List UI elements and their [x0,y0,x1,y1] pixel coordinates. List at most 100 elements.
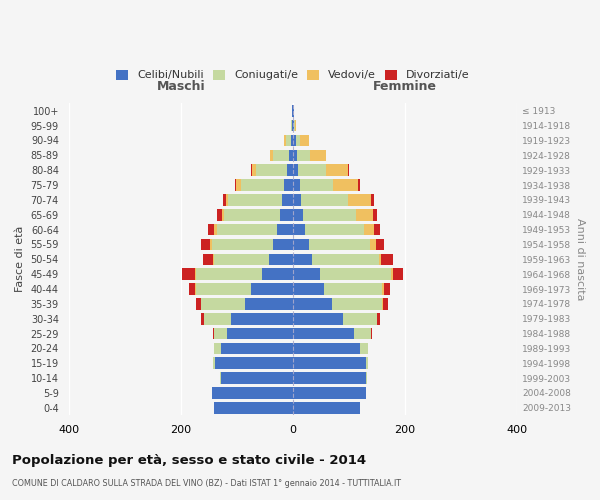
Bar [294,120,295,132]
Bar [295,120,296,132]
Bar [382,283,383,295]
Bar [217,224,277,235]
Text: Maschi: Maschi [157,80,205,93]
Bar [310,150,326,161]
Bar [293,164,298,176]
Bar [293,283,323,295]
Bar [262,268,293,280]
Bar [269,254,293,265]
Bar [220,372,221,384]
Bar [293,358,365,369]
Bar [202,313,204,324]
Bar [326,164,348,176]
Bar [298,150,310,161]
Bar [308,238,370,250]
Bar [303,209,356,220]
Bar [212,238,273,250]
Bar [212,328,214,340]
Bar [212,254,214,265]
Legend: Celibi/Nubili, Coniugati/e, Vedovi/e, Divorziati/e: Celibi/Nubili, Coniugati/e, Vedovi/e, Di… [112,65,474,85]
Bar [221,209,224,220]
Bar [202,298,245,310]
Bar [226,194,229,205]
Bar [296,134,300,146]
Bar [273,238,293,250]
Bar [383,298,388,310]
Bar [204,313,231,324]
Bar [241,179,284,191]
Bar [256,164,287,176]
Bar [305,224,364,235]
Bar [293,402,360,413]
Bar [356,209,373,220]
Bar [214,224,217,235]
Bar [382,254,392,265]
Bar [349,194,371,205]
Bar [196,298,201,310]
Bar [280,209,293,220]
Bar [293,179,299,191]
Bar [208,224,214,235]
Bar [293,209,303,220]
Bar [291,120,292,132]
Text: COMUNE DI CALDARO SULLA STRADA DEL VINO (BZ) - Dati ISTAT 1° gennaio 2014 - TUTT: COMUNE DI CALDARO SULLA STRADA DEL VINO … [12,479,401,488]
Bar [360,342,368,354]
Bar [293,313,343,324]
Bar [320,268,391,280]
Bar [277,224,293,235]
Bar [343,313,377,324]
Bar [313,254,379,265]
Bar [251,283,293,295]
Bar [365,358,368,369]
Bar [287,164,293,176]
Bar [251,164,252,176]
Bar [293,150,298,161]
Bar [333,179,358,191]
Y-axis label: Fasce di età: Fasce di età [15,226,25,292]
Bar [202,238,210,250]
Bar [221,342,293,354]
Bar [358,179,360,191]
Text: Femmine: Femmine [373,80,437,93]
Bar [215,358,293,369]
Bar [214,328,227,340]
Bar [203,254,212,265]
Bar [212,387,293,399]
Bar [227,328,293,340]
Bar [214,342,221,354]
Bar [231,313,293,324]
Bar [182,268,195,280]
Bar [229,194,281,205]
Bar [293,224,305,235]
Bar [284,134,286,146]
Bar [217,209,221,220]
Y-axis label: Anni di nascita: Anni di nascita [575,218,585,300]
Bar [195,268,196,280]
Bar [293,120,294,132]
Bar [377,313,380,324]
Bar [355,328,371,340]
Bar [371,194,374,205]
Bar [293,238,308,250]
Bar [379,254,382,265]
Bar [236,179,241,191]
Bar [235,179,236,191]
Bar [293,342,360,354]
Bar [332,298,382,310]
Bar [323,283,382,295]
Bar [293,387,365,399]
Bar [291,134,293,146]
Bar [289,150,293,161]
Bar [273,150,289,161]
Bar [293,194,301,205]
Bar [271,150,273,161]
Bar [252,164,256,176]
Bar [371,328,373,340]
Bar [210,238,212,250]
Bar [293,268,320,280]
Bar [212,358,215,369]
Bar [188,283,196,295]
Bar [301,194,349,205]
Bar [348,164,349,176]
Bar [383,283,391,295]
